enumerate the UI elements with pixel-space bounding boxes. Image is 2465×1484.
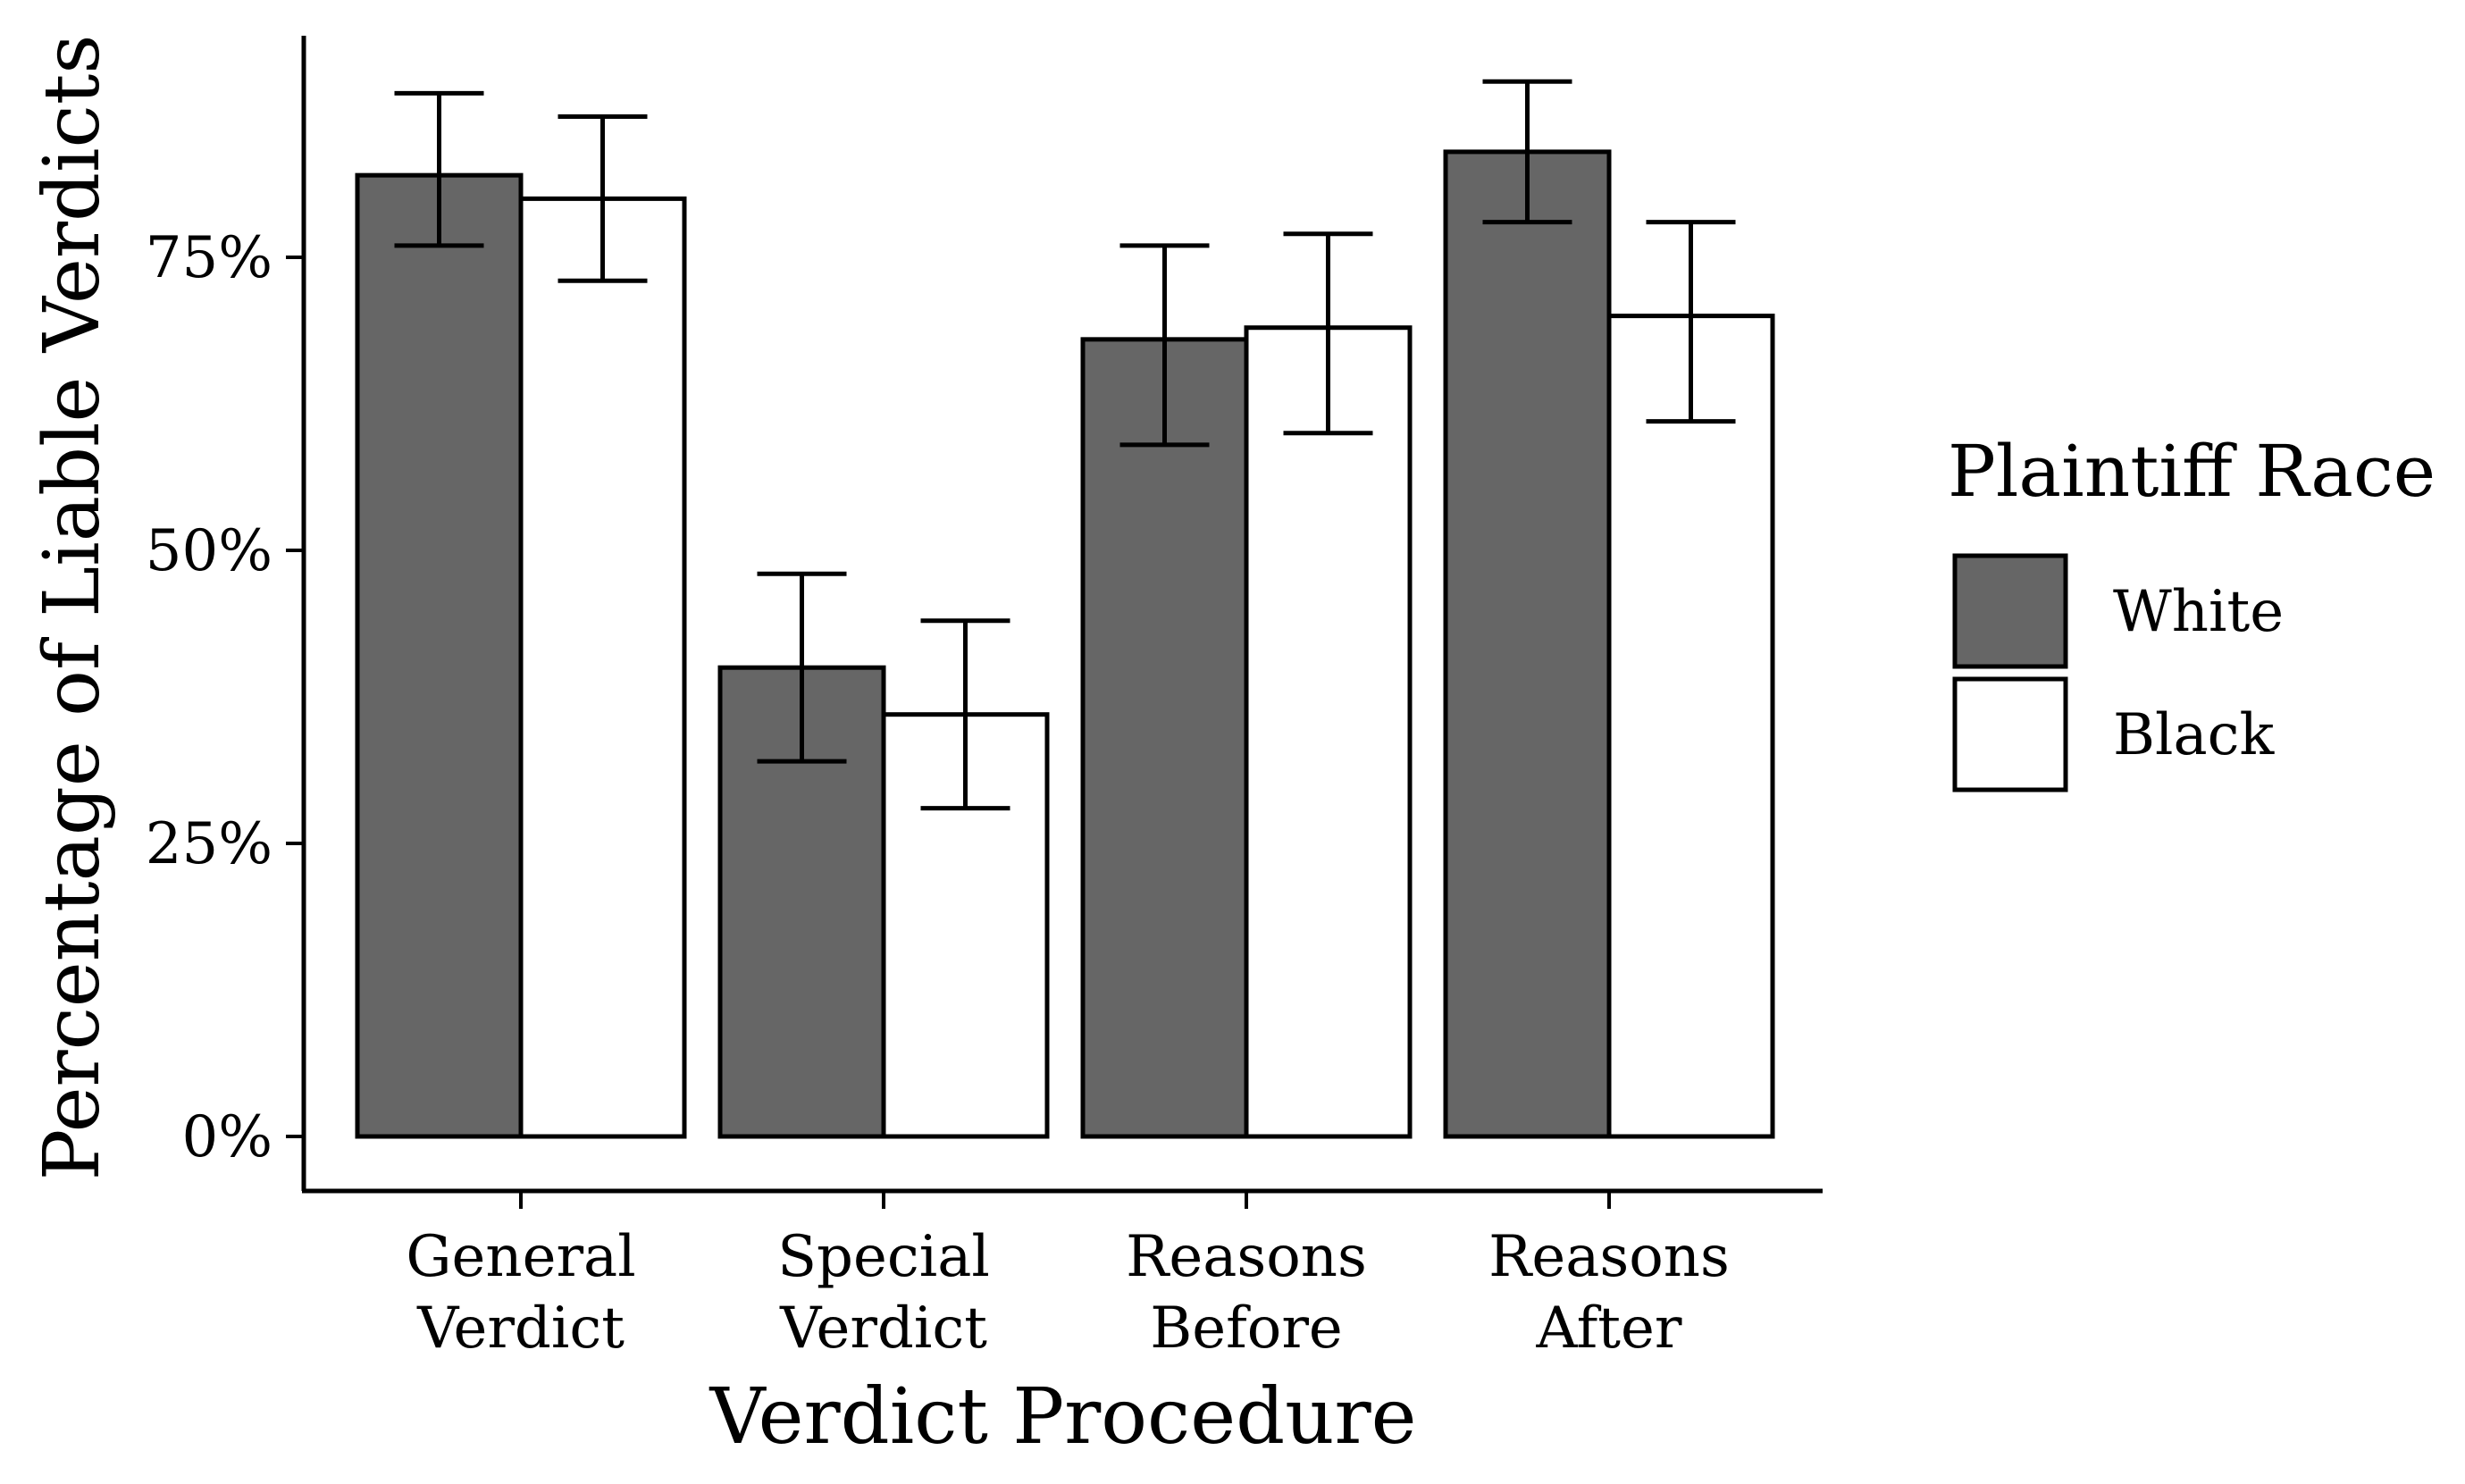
error-bar-black-2 (1283, 231, 1373, 436)
y-tick-label-1: 25% (146, 811, 272, 877)
y-tick-label-3: 75% (146, 225, 272, 291)
x-tick-label-line: Verdict (416, 1295, 625, 1362)
error-bar-black-0 (558, 114, 648, 283)
error-bars-layer (394, 79, 1736, 811)
error-bar-black-3 (1646, 220, 1736, 424)
y-axis-title: Percentage of Liable Verdicts (28, 35, 117, 1181)
legend-label-white: White (2113, 579, 2284, 645)
axes-layer (286, 36, 1823, 1209)
error-bar-black-1 (920, 618, 1010, 811)
x-tick-label-2: Reasons Before (1126, 1224, 1367, 1362)
bar-white-3 (1443, 149, 1612, 1139)
error-bar-white-3 (1482, 79, 1572, 225)
bar-white-2 (1080, 337, 1249, 1139)
x-tick-label-3: Reasons After (1488, 1224, 1730, 1362)
x-tick-label-line: Verdict (779, 1295, 987, 1362)
legend-title: Plaintiff Race (1948, 430, 2436, 513)
bar-white-0 (355, 172, 524, 1139)
error-bar-white-0 (394, 90, 484, 248)
bar-black-0 (518, 196, 687, 1139)
x-tick-label-1: Special Verdict (777, 1224, 990, 1362)
legend-swatch-white (1952, 553, 2068, 669)
x-axis-title: Verdict Procedure (708, 1372, 1416, 1462)
x-tick-label-line: After (1536, 1295, 1682, 1362)
bar-black-2 (1244, 325, 1413, 1139)
x-tick-label-line: Reasons (1488, 1224, 1730, 1290)
y-tick-label-0: 0% (181, 1104, 272, 1170)
x-tick-label-line: Reasons (1126, 1224, 1367, 1290)
error-bar-white-2 (1119, 243, 1210, 448)
legend: Plaintiff Race White Black (1948, 430, 2436, 792)
bar-black-3 (1606, 314, 1775, 1139)
x-tick-label-line: Special (777, 1224, 990, 1290)
x-tick-label-line: Before (1150, 1295, 1343, 1362)
y-tick-label-2: 50% (146, 518, 272, 584)
x-tick-label-line: General (406, 1224, 635, 1290)
x-tick-label-0: General Verdict (406, 1224, 635, 1362)
error-bar-white-1 (757, 571, 847, 764)
bars-layer (355, 149, 1775, 1139)
legend-swatch-black (1952, 676, 2068, 792)
legend-label-black: Black (2113, 702, 2276, 768)
